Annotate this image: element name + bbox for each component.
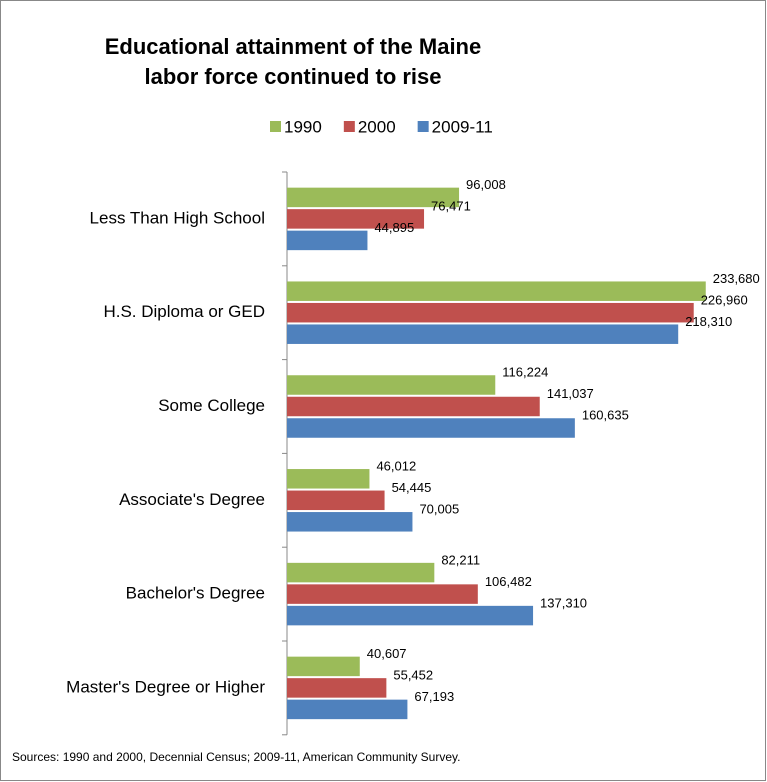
category-label: Associate's Degree [119, 490, 265, 509]
bar [287, 281, 706, 301]
data-label: 137,310 [540, 595, 587, 610]
data-label: 40,607 [367, 646, 407, 661]
data-label: 96,008 [466, 177, 506, 192]
bar [287, 302, 694, 323]
category-label: Master's Degree or Higher [66, 677, 265, 696]
data-label: 46,012 [376, 458, 416, 473]
data-label: 54,445 [392, 480, 432, 495]
data-label: 67,193 [414, 689, 454, 704]
bar [287, 469, 370, 489]
bar [287, 512, 413, 532]
data-label: 141,037 [547, 386, 594, 401]
legend-label: 2009-11 [432, 117, 493, 136]
category-label: Some College [158, 396, 265, 415]
bar [287, 656, 360, 677]
bar [287, 230, 368, 251]
data-label: 218,310 [685, 314, 732, 329]
category-label: Less Than High School [90, 208, 265, 227]
data-label: 55,452 [393, 668, 433, 683]
bar [287, 699, 408, 720]
category-label: H.S. Diploma or GED [103, 302, 265, 321]
data-label: 70,005 [419, 501, 459, 516]
chart-title: labor force continued to rise [144, 64, 441, 89]
data-label: 76,471 [431, 199, 471, 214]
bar [287, 584, 478, 604]
data-label: 160,635 [582, 408, 629, 423]
bar [287, 324, 679, 344]
bar [287, 187, 460, 208]
legend-label: 1990 [284, 117, 322, 136]
bar [287, 562, 435, 583]
bar [287, 375, 496, 395]
data-label: 82,211 [441, 552, 480, 567]
data-label: 44,895 [374, 220, 414, 235]
source-note: Sources: 1990 and 2000, Decennial Census… [12, 750, 460, 764]
data-label: 233,680 [713, 271, 760, 286]
category-label: Bachelor's Degree [126, 584, 265, 603]
bar [287, 418, 575, 438]
data-label: 106,482 [485, 574, 532, 589]
chart-title: Educational attainment of the Maine [105, 34, 481, 59]
bar [287, 396, 540, 417]
legend-swatch [270, 121, 281, 132]
legend-swatch [417, 121, 429, 132]
bar [287, 605, 534, 626]
bar [287, 490, 385, 511]
legend-label: 2000 [358, 117, 396, 136]
bar [287, 209, 425, 229]
bar [287, 678, 387, 698]
legend-swatch [343, 121, 355, 132]
data-label: 116,224 [502, 365, 548, 380]
data-label: 226,960 [701, 292, 748, 307]
